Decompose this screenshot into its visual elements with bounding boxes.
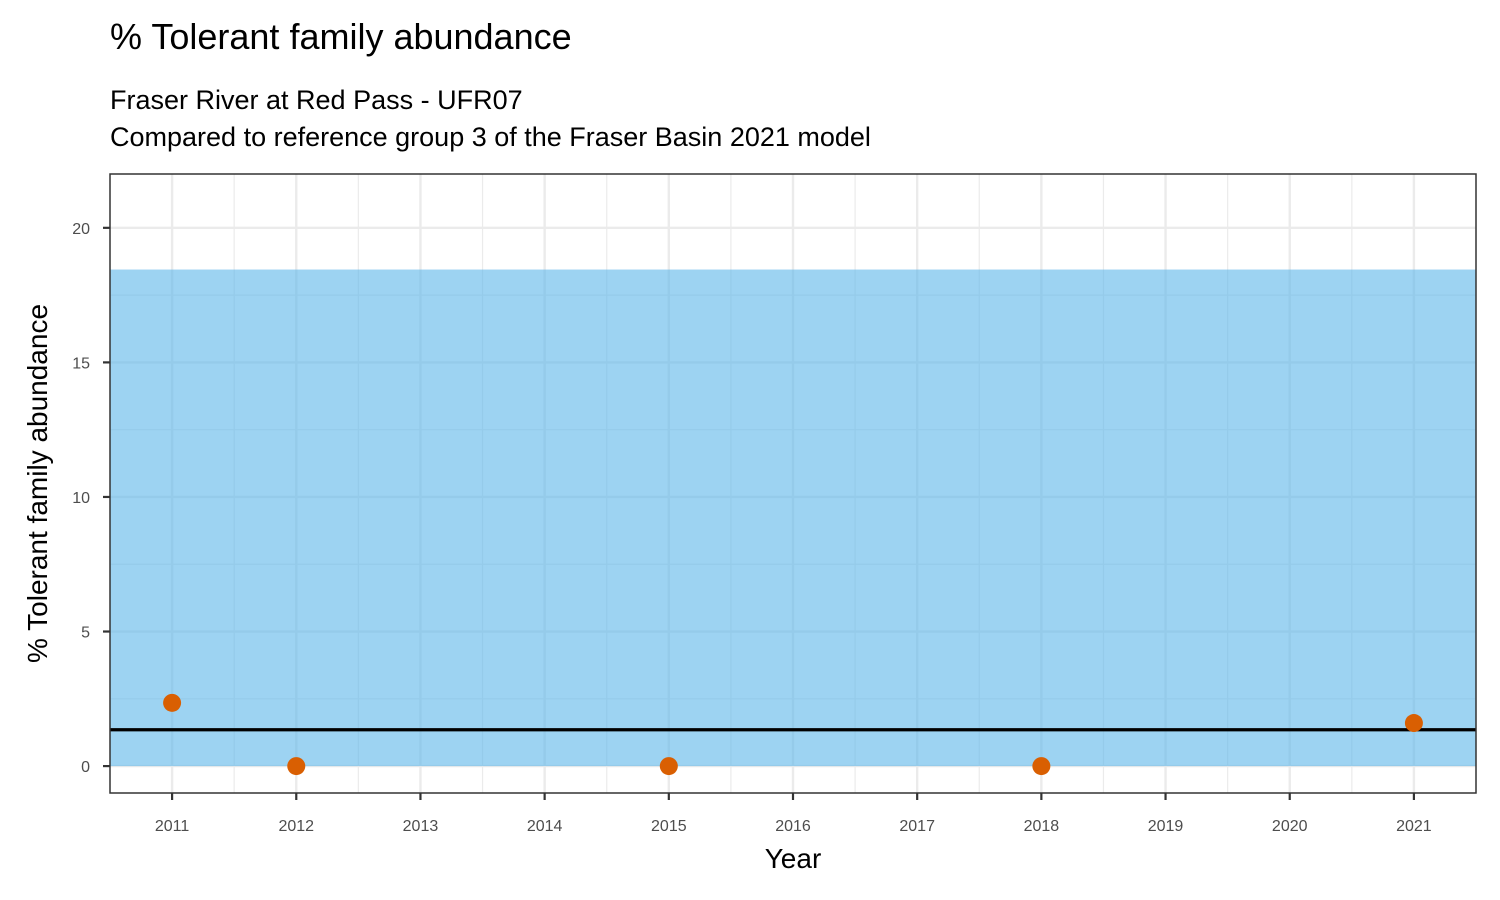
y-axis: 0 5 10 15 20 <box>72 221 110 776</box>
x-tick-label: 2014 <box>527 818 563 835</box>
y-tick-label: 5 <box>81 625 90 642</box>
data-point <box>659 757 678 776</box>
x-tick-label: 2019 <box>1148 818 1184 835</box>
data-point <box>1404 714 1423 733</box>
data-point <box>1032 757 1051 776</box>
x-tick-label: 2020 <box>1272 818 1308 835</box>
data-points <box>163 693 1423 776</box>
y-tick-label: 10 <box>72 490 90 507</box>
chart-subtitle: Fraser River at Red Pass - UFR07 Compare… <box>110 82 871 156</box>
x-axis: 2011 2012 2013 2014 2015 2016 2017 2018 2019 2020… <box>155 793 1432 835</box>
reference-band-layer <box>110 269 1476 767</box>
subtitle-line-2: Compared to reference group 3 of the Fra… <box>110 122 871 152</box>
y-tick-label: 0 <box>81 759 90 776</box>
y-tick-label: 20 <box>72 221 90 238</box>
x-tick-label: 2013 <box>403 818 439 835</box>
data-point <box>287 757 306 776</box>
x-tick-label: 2016 <box>775 818 811 835</box>
chart-title: % Tolerant family abundance <box>110 16 572 57</box>
reference-band <box>110 269 1476 767</box>
x-tick-label: 2011 <box>155 818 190 835</box>
x-axis-title: Year <box>765 843 822 874</box>
x-tick-label: 2017 <box>899 818 935 835</box>
subtitle-line-1: Fraser River at Red Pass - UFR07 <box>110 85 523 115</box>
x-tick-label: 2018 <box>1024 818 1060 835</box>
x-tick-label: 2015 <box>651 818 687 835</box>
x-tick-label: 2012 <box>278 818 314 835</box>
data-point <box>163 693 182 712</box>
x-tick-label: 2021 <box>1396 818 1432 835</box>
y-tick-label: 15 <box>72 355 90 372</box>
y-axis-title: % Tolerant family abundance <box>22 304 53 663</box>
